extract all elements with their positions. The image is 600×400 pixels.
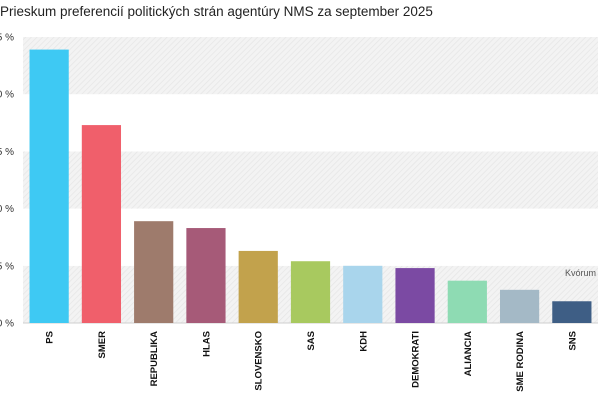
category-label: KDH bbox=[358, 331, 369, 352]
bar-hlas[interactable] bbox=[186, 228, 226, 323]
bar-sas[interactable] bbox=[290, 261, 331, 323]
y-tick-label: 15 % bbox=[0, 147, 14, 158]
category-label: SLOVENSKO bbox=[254, 331, 265, 391]
y-tick-label: 10 % bbox=[0, 204, 14, 215]
bar-smer[interactable] bbox=[81, 125, 122, 323]
category-label: SMER bbox=[97, 331, 108, 359]
category-label: ALIANCIA bbox=[463, 331, 474, 377]
bar-sns[interactable] bbox=[552, 301, 592, 323]
y-tick-label: 20 % bbox=[0, 90, 14, 101]
category-label: SAS bbox=[306, 331, 317, 351]
category-label: PS bbox=[45, 331, 56, 344]
bar-slovensko[interactable] bbox=[238, 250, 278, 323]
chart-title: Prieskum preferencií politických strán a… bbox=[0, 4, 433, 19]
bar-kdh[interactable] bbox=[343, 265, 383, 323]
category-label: SNS bbox=[567, 331, 578, 351]
category-label: DEMOKRATI bbox=[411, 331, 422, 388]
category-label: HLAS bbox=[201, 331, 212, 357]
y-tick-label: 5 % bbox=[0, 261, 14, 272]
bar-demokrati[interactable] bbox=[395, 268, 435, 323]
y-tick-label: 0 % bbox=[0, 319, 14, 330]
category-label: SME RODINA bbox=[515, 331, 526, 392]
category-label: REPUBLIKA bbox=[149, 331, 160, 387]
grid-band bbox=[23, 37, 598, 95]
bar-sme-rodina[interactable] bbox=[499, 289, 540, 323]
bar-ps[interactable] bbox=[29, 49, 69, 324]
y-tick-label: 25 % bbox=[0, 33, 14, 44]
bar-republika[interactable] bbox=[134, 221, 174, 323]
threshold-label: Kvórum bbox=[565, 268, 596, 278]
bar-aliancia[interactable] bbox=[447, 280, 487, 323]
